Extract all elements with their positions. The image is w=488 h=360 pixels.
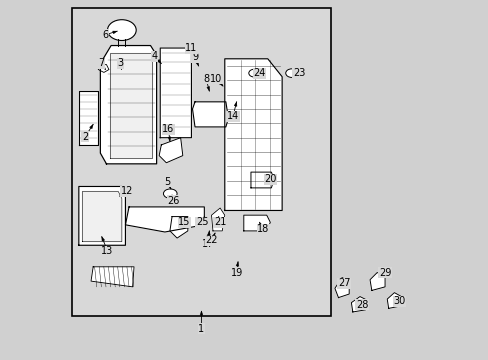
Polygon shape [219, 82, 223, 86]
Text: 21: 21 [213, 217, 226, 227]
Text: 6: 6 [102, 30, 108, 40]
Polygon shape [369, 273, 384, 291]
Polygon shape [342, 283, 345, 287]
Text: 19: 19 [230, 267, 242, 278]
Text: 11: 11 [185, 43, 197, 53]
Polygon shape [91, 267, 134, 287]
Text: 27: 27 [337, 278, 350, 288]
Polygon shape [334, 278, 348, 298]
Polygon shape [207, 231, 210, 235]
Ellipse shape [163, 189, 177, 198]
Polygon shape [244, 215, 270, 231]
Polygon shape [120, 193, 124, 196]
Polygon shape [159, 138, 183, 163]
Polygon shape [234, 102, 237, 106]
Text: 9: 9 [192, 52, 198, 62]
Text: 14: 14 [226, 111, 239, 121]
Polygon shape [119, 64, 122, 69]
Text: 10: 10 [210, 74, 222, 84]
Polygon shape [171, 195, 174, 199]
Text: 5: 5 [164, 177, 170, 187]
Polygon shape [89, 125, 93, 129]
Polygon shape [265, 178, 269, 181]
Polygon shape [236, 262, 239, 266]
Polygon shape [112, 31, 117, 34]
Polygon shape [293, 72, 298, 75]
Polygon shape [160, 48, 191, 138]
Polygon shape [386, 293, 400, 309]
Polygon shape [191, 49, 195, 54]
Polygon shape [211, 233, 215, 238]
Polygon shape [395, 298, 399, 302]
Polygon shape [224, 59, 282, 211]
Polygon shape [157, 59, 161, 63]
Polygon shape [79, 91, 98, 145]
Text: 2: 2 [81, 132, 88, 142]
Bar [72, 8, 330, 316]
Polygon shape [255, 72, 260, 75]
Text: 18: 18 [257, 225, 269, 234]
Text: 25: 25 [196, 217, 208, 227]
Polygon shape [211, 208, 224, 231]
Polygon shape [218, 217, 221, 221]
Polygon shape [102, 237, 104, 241]
Text: 16: 16 [162, 124, 174, 134]
Text: 13: 13 [101, 246, 113, 256]
Polygon shape [378, 273, 383, 276]
Polygon shape [169, 217, 187, 238]
Polygon shape [206, 86, 209, 91]
Polygon shape [168, 137, 170, 141]
Ellipse shape [285, 69, 297, 77]
Text: 12: 12 [121, 186, 133, 197]
Text: 29: 29 [378, 267, 390, 278]
Text: 17: 17 [202, 239, 214, 249]
Text: 23: 23 [292, 68, 305, 78]
Polygon shape [192, 102, 228, 127]
Polygon shape [359, 301, 363, 306]
Text: 7: 7 [99, 58, 105, 68]
Polygon shape [102, 65, 105, 69]
Polygon shape [195, 62, 198, 66]
Polygon shape [201, 217, 204, 221]
Text: 3: 3 [118, 58, 123, 68]
Text: 20: 20 [264, 174, 276, 184]
Polygon shape [182, 217, 185, 221]
Text: 8: 8 [203, 74, 209, 84]
Text: 4: 4 [151, 51, 157, 61]
Text: 30: 30 [392, 296, 405, 306]
Text: 28: 28 [355, 300, 367, 310]
Text: 26: 26 [167, 196, 179, 206]
Text: 15: 15 [178, 217, 190, 227]
Text: 24: 24 [253, 68, 265, 78]
Polygon shape [98, 64, 109, 72]
Polygon shape [351, 297, 366, 312]
Polygon shape [82, 192, 122, 242]
Polygon shape [167, 184, 171, 189]
Polygon shape [79, 186, 125, 245]
Polygon shape [200, 311, 203, 315]
Polygon shape [110, 53, 152, 158]
Text: 1: 1 [198, 324, 204, 334]
Ellipse shape [248, 69, 260, 77]
Ellipse shape [107, 20, 136, 41]
Text: 22: 22 [205, 235, 217, 245]
Polygon shape [100, 45, 156, 164]
Polygon shape [250, 172, 273, 188]
Polygon shape [259, 222, 262, 227]
Polygon shape [125, 207, 204, 232]
